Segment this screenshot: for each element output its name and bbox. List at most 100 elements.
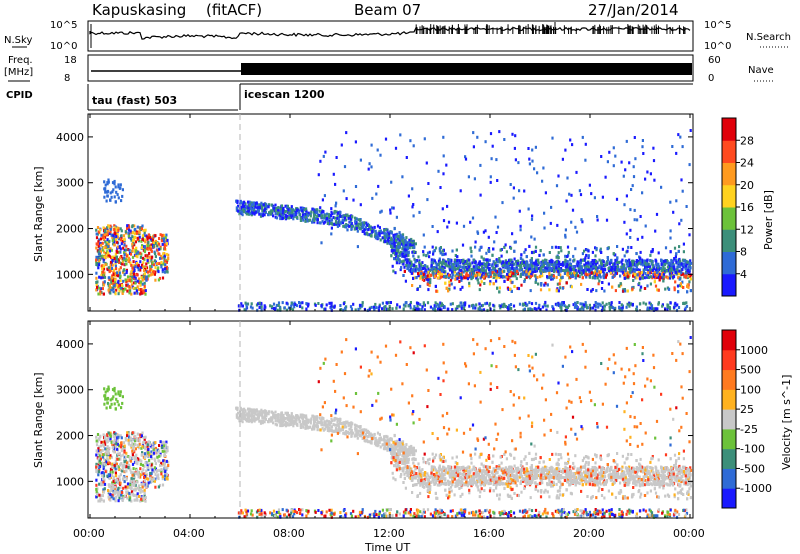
power-cell — [593, 260, 596, 264]
power-cell — [563, 262, 567, 266]
power-cell — [237, 204, 240, 208]
power-cell — [402, 307, 405, 311]
power-cell — [612, 262, 615, 266]
freq-panel-frame — [87, 54, 694, 82]
power-cell — [666, 276, 669, 280]
power-cell — [645, 274, 648, 278]
power-cell — [635, 266, 638, 270]
power-cell — [244, 202, 247, 206]
power-cell — [641, 276, 644, 280]
power-cell — [629, 228, 632, 232]
power-cell — [548, 275, 551, 279]
power-cell — [652, 272, 655, 276]
power-cell — [316, 218, 319, 222]
power-cell — [534, 274, 537, 278]
power-cell — [119, 247, 122, 251]
power-cell — [144, 228, 147, 232]
power-cell — [397, 245, 400, 249]
power-cell — [397, 237, 400, 241]
power-cell — [330, 226, 333, 230]
power-cell — [489, 307, 492, 311]
power-cell — [238, 212, 241, 216]
power-cell — [449, 278, 453, 282]
power-cell — [420, 274, 424, 278]
power-cell — [105, 243, 108, 247]
power-cell — [407, 304, 410, 308]
power-cell — [374, 236, 377, 240]
power-cell — [370, 143, 373, 147]
power-cell — [476, 135, 479, 139]
power-cell — [595, 247, 598, 250]
power-cell — [619, 308, 622, 312]
power-cell — [139, 292, 142, 296]
power-cell — [401, 175, 404, 179]
power-cell — [99, 254, 102, 258]
power-cell — [412, 243, 415, 247]
power-cell — [626, 289, 629, 293]
power-cell — [673, 269, 676, 273]
power-cell — [426, 251, 430, 255]
power-cell — [550, 273, 553, 277]
power-cell — [328, 301, 331, 305]
power-cell — [460, 275, 463, 279]
power-cell — [97, 250, 100, 254]
power-cell — [655, 268, 658, 272]
power-cell — [309, 214, 312, 218]
power-cell — [653, 267, 656, 271]
power-cell — [334, 182, 337, 186]
power-cell — [251, 211, 254, 215]
power-cell — [384, 137, 388, 141]
power-cell — [406, 259, 409, 263]
power-cell — [240, 302, 243, 306]
power-cell — [330, 207, 333, 211]
power-cell — [623, 220, 626, 224]
power-cell — [660, 185, 663, 189]
power-cell — [139, 255, 142, 259]
power-cell — [278, 213, 281, 217]
power-cell — [423, 278, 426, 282]
power-cell — [675, 260, 678, 264]
power-cell — [472, 304, 475, 308]
power-cell — [559, 273, 562, 277]
power-cell — [528, 244, 531, 248]
power-cell — [564, 265, 567, 269]
power-cell — [312, 216, 316, 220]
power-cell — [111, 235, 114, 239]
power-cell — [381, 236, 384, 240]
power-cell — [531, 264, 534, 268]
power-cell — [377, 308, 380, 312]
power-cell — [456, 255, 459, 259]
power-cell — [530, 259, 533, 263]
power-cell — [319, 206, 322, 210]
power-cell — [358, 218, 362, 222]
power-cell — [593, 303, 596, 307]
power-cell — [143, 284, 146, 288]
power-cell — [104, 187, 107, 191]
power-cell — [441, 249, 444, 253]
power-cell — [580, 218, 583, 222]
power-cell — [509, 183, 512, 186]
power-cell — [121, 292, 124, 295]
power-cell — [110, 233, 113, 237]
power-cell — [393, 243, 396, 246]
power-cell — [116, 229, 119, 233]
power-cell — [632, 271, 635, 275]
power-cell — [519, 256, 523, 260]
power-cell — [676, 303, 679, 307]
power-cell — [141, 237, 144, 241]
power-cell — [503, 279, 506, 283]
power-cell — [426, 265, 429, 269]
power-cell — [610, 270, 613, 274]
power-cell — [114, 200, 117, 204]
power-cell — [414, 242, 417, 246]
power-cell — [105, 253, 108, 257]
power-cell — [290, 215, 293, 219]
power-cell — [596, 266, 599, 270]
power-cell — [125, 271, 128, 275]
power-cell — [494, 273, 497, 277]
power-cell — [138, 230, 141, 234]
power-cell — [491, 144, 494, 148]
power-cell — [324, 150, 327, 154]
power-cell — [647, 273, 650, 277]
power-cell — [531, 159, 534, 163]
